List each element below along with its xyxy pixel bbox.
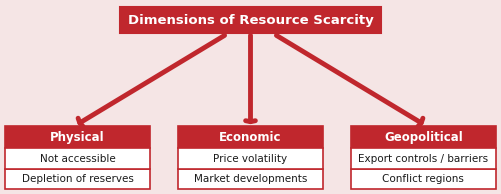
Text: Geopolitical: Geopolitical — [384, 131, 463, 144]
Text: Not accessible: Not accessible — [40, 154, 116, 164]
FancyBboxPatch shape — [120, 7, 381, 33]
FancyBboxPatch shape — [351, 126, 496, 148]
FancyBboxPatch shape — [351, 169, 496, 189]
Text: Physical: Physical — [50, 131, 105, 144]
Text: Price volatility: Price volatility — [213, 154, 288, 164]
Text: Economic: Economic — [219, 131, 282, 144]
FancyBboxPatch shape — [178, 148, 323, 169]
FancyBboxPatch shape — [178, 169, 323, 189]
FancyBboxPatch shape — [351, 148, 496, 169]
Text: Dimensions of Resource Scarcity: Dimensions of Resource Scarcity — [128, 14, 373, 27]
Text: Conflict regions: Conflict regions — [382, 174, 464, 184]
Text: Export controls / barriers: Export controls / barriers — [358, 154, 488, 164]
FancyBboxPatch shape — [5, 126, 150, 148]
Text: Market developments: Market developments — [194, 174, 307, 184]
FancyBboxPatch shape — [5, 169, 150, 189]
FancyBboxPatch shape — [5, 148, 150, 169]
Text: Depletion of reserves: Depletion of reserves — [22, 174, 134, 184]
FancyBboxPatch shape — [178, 126, 323, 148]
